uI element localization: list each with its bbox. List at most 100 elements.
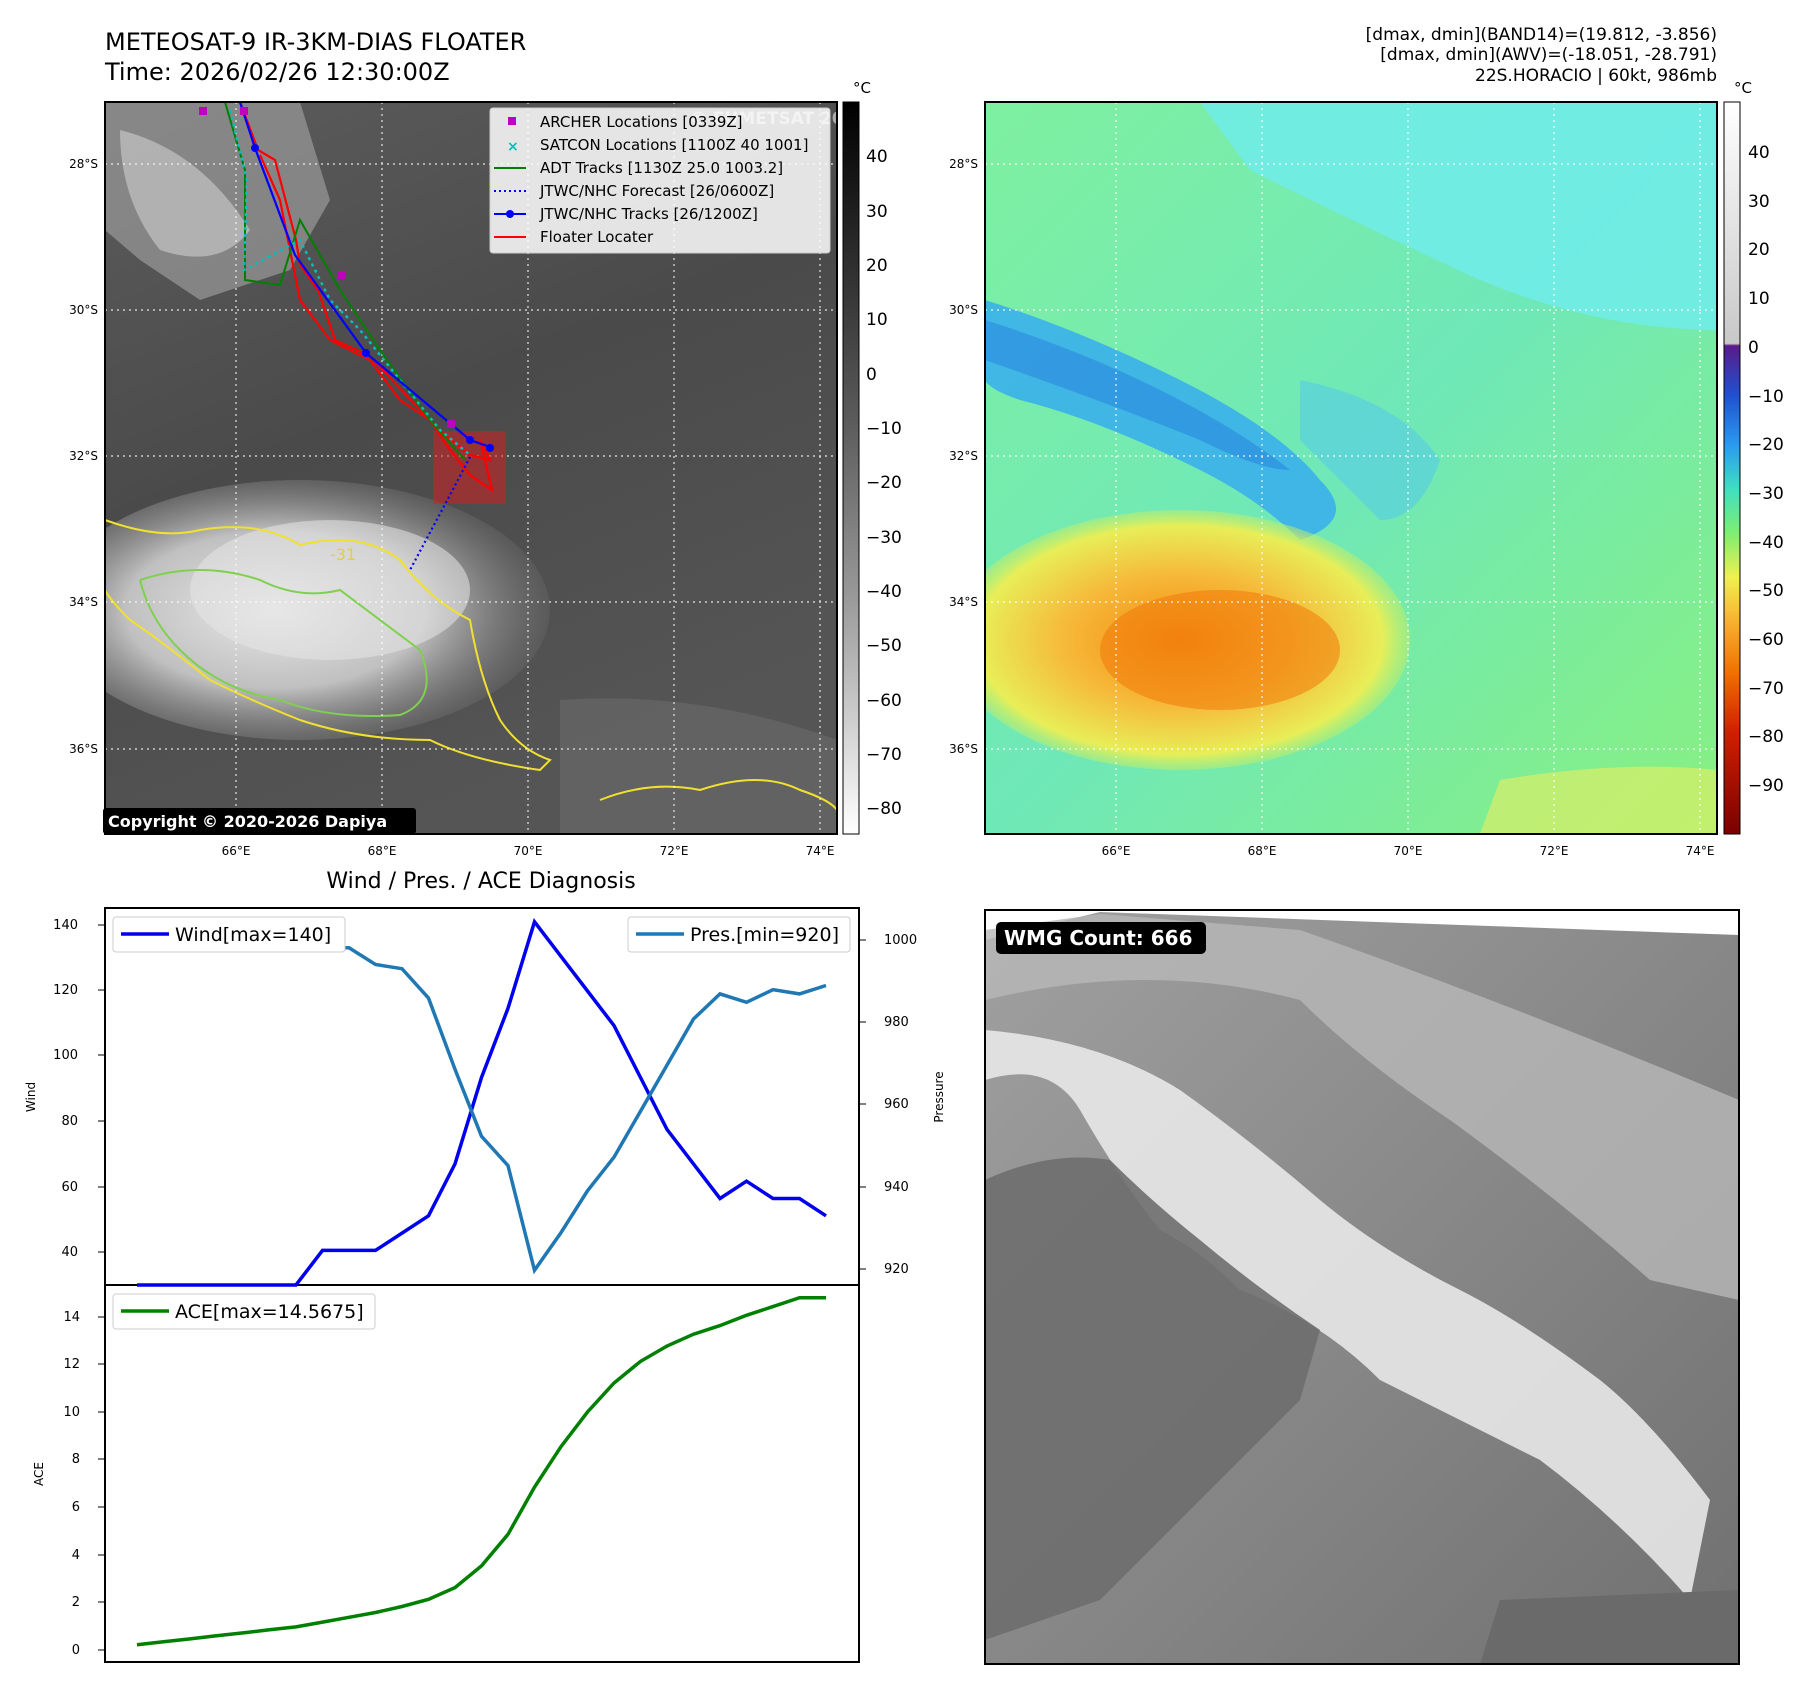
svg-text:−30: −30 xyxy=(1748,484,1784,504)
svg-text:−60: −60 xyxy=(1748,630,1784,650)
svg-text:0: 0 xyxy=(866,365,877,385)
ir-colorbar xyxy=(842,101,860,835)
svg-text:60: 60 xyxy=(61,1180,78,1195)
svg-text:−80: −80 xyxy=(1748,727,1784,747)
svg-text:960: 960 xyxy=(884,1097,909,1112)
wind-pressure-axes xyxy=(104,907,860,1286)
ace-legend-label: ACE[max=14.5675] xyxy=(175,1301,364,1323)
ace-legend: ACE[max=14.5675] xyxy=(112,1293,376,1330)
svg-text:68°E: 68°E xyxy=(1248,844,1277,858)
legend-archer-label: ARCHER Locations [0339Z] xyxy=(540,113,743,131)
wind-axis-label: Wind xyxy=(24,1082,38,1112)
pressure-tick-marks xyxy=(859,939,866,1270)
ir-legend: ARCHER Locations [0339Z] × SATCON Locati… xyxy=(489,107,831,254)
svg-text:1000: 1000 xyxy=(884,933,917,948)
svg-text:−80: −80 xyxy=(866,799,902,819)
pressure-axis-label: Pressure xyxy=(932,1071,946,1122)
svg-text:−20: −20 xyxy=(1748,435,1784,455)
info-awv-range: [dmax, dmin](AWV)=(-18.051, -28.791) xyxy=(1380,45,1717,65)
svg-text:920: 920 xyxy=(884,1262,909,1277)
svg-text:10: 10 xyxy=(63,1405,80,1420)
diagnosis-title: Wind / Pres. / ACE Diagnosis xyxy=(326,869,635,894)
svg-text:74°E: 74°E xyxy=(1686,844,1715,858)
info-storm-summary: 22S.HORACIO | 60kt, 986mb xyxy=(1475,66,1717,86)
ace-ticks: 0 2 4 6 8 10 12 14 xyxy=(63,1310,80,1658)
legend-archer-icon xyxy=(508,117,516,125)
wind-ticks: 40 60 80 100 120 140 xyxy=(53,918,78,1260)
archer-marker xyxy=(338,271,346,279)
svg-text:40: 40 xyxy=(866,147,888,167)
svg-text:40: 40 xyxy=(1748,143,1770,163)
wind-series-line xyxy=(137,918,827,1287)
svg-text:36°S: 36°S xyxy=(949,742,978,756)
svg-text:−40: −40 xyxy=(866,582,902,602)
svg-text:28°S: 28°S xyxy=(949,157,978,171)
svg-text:−30: −30 xyxy=(866,528,902,548)
wv-lat-labels: 28°S 30°S 32°S 34°S 36°S xyxy=(949,157,978,756)
svg-text:100: 100 xyxy=(53,1048,78,1063)
svg-text:14: 14 xyxy=(63,1310,80,1325)
svg-text:−50: −50 xyxy=(1748,581,1784,601)
legend-tracks-label: JTWC/NHC Tracks [26/1200Z] xyxy=(539,205,758,223)
svg-text:12: 12 xyxy=(63,1357,80,1372)
wv-colorbar-unit: °C xyxy=(1734,79,1752,97)
svg-text:−10: −10 xyxy=(1748,387,1784,407)
svg-text:940: 940 xyxy=(884,1180,909,1195)
ace-axis-label: ACE xyxy=(32,1462,46,1486)
svg-text:−70: −70 xyxy=(1748,679,1784,699)
svg-text:0: 0 xyxy=(72,1643,80,1658)
svg-text:8: 8 xyxy=(72,1452,80,1467)
svg-text:80: 80 xyxy=(61,1114,78,1129)
svg-text:10: 10 xyxy=(866,310,888,330)
pressure-ticks: 920 940 960 980 1000 xyxy=(884,933,917,1277)
svg-text:−70: −70 xyxy=(866,745,902,765)
info-band14-range: [dmax, dmin](BAND14)=(19.812, -3.856) xyxy=(1366,25,1717,45)
svg-text:30°S: 30°S xyxy=(69,303,98,317)
wv-map-panel: 28°S 30°S 32°S 34°S 36°S 66°E 68°E 70°E … xyxy=(949,79,1784,858)
ir-colorbar-unit: °C xyxy=(853,79,871,97)
ace-axes xyxy=(104,1284,860,1663)
wv-lon-labels: 66°E 68°E 70°E 72°E 74°E xyxy=(1102,844,1715,858)
svg-text:140: 140 xyxy=(53,918,78,933)
svg-text:10: 10 xyxy=(1748,289,1770,309)
svg-text:−60: −60 xyxy=(866,691,902,711)
svg-text:40: 40 xyxy=(61,1245,78,1260)
ir-colorbar-ticks: 40 30 20 10 0 −10 −20 −30 −40 −50 −60 −7… xyxy=(866,147,902,819)
svg-text:0: 0 xyxy=(1748,338,1759,358)
wv-colorbar-ticks: 40 30 20 10 0 −10 −20 −30 −40 −50 −60 −7… xyxy=(1748,143,1784,796)
svg-text:4: 4 xyxy=(72,1548,80,1563)
svg-text:28°S: 28°S xyxy=(69,157,98,171)
svg-text:30: 30 xyxy=(1748,192,1770,212)
svg-text:72°E: 72°E xyxy=(1540,844,1569,858)
svg-text:36°S: 36°S xyxy=(69,742,98,756)
copyright-label: Copyright © 2020-2026 Dapiya xyxy=(108,812,387,831)
svg-text:120: 120 xyxy=(53,983,78,998)
svg-text:−20: −20 xyxy=(866,473,902,493)
archer-marker xyxy=(199,107,207,115)
archer-marker xyxy=(240,107,248,115)
svg-text:−40: −40 xyxy=(1748,533,1784,553)
svg-text:72°E: 72°E xyxy=(660,844,689,858)
pressure-legend: Pres.[min=920] xyxy=(627,916,851,953)
svg-text:−10: −10 xyxy=(866,419,902,439)
svg-text:2: 2 xyxy=(72,1595,80,1610)
wind-legend-label: Wind[max=140] xyxy=(175,924,331,946)
wind-legend: Wind[max=140] xyxy=(112,916,346,953)
legend-forecast-label: JTWC/NHC Forecast [26/0600Z] xyxy=(539,182,774,200)
svg-text:70°E: 70°E xyxy=(1394,844,1423,858)
svg-text:74°E: 74°E xyxy=(806,844,835,858)
svg-text:−50: −50 xyxy=(866,636,902,656)
svg-text:32°S: 32°S xyxy=(69,449,98,463)
ir-lon-labels: 66°E 68°E 70°E 72°E 74°E xyxy=(222,844,835,858)
wmg-panel: WMG Count: 666 xyxy=(984,909,1740,1665)
svg-text:20: 20 xyxy=(1748,240,1770,260)
legend-adt-label: ADT Tracks [1130Z 25.0 1003.2] xyxy=(540,159,783,177)
svg-text:68°E: 68°E xyxy=(368,844,397,858)
svg-text:34°S: 34°S xyxy=(69,595,98,609)
ace-tick-marks xyxy=(98,1316,105,1651)
svg-text:32°S: 32°S xyxy=(949,449,978,463)
svg-text:66°E: 66°E xyxy=(1102,844,1131,858)
diagnosis-panel: Wind / Pres. / ACE Diagnosis Wind Pressu… xyxy=(24,869,946,1663)
wv-gridlines xyxy=(985,102,1717,834)
